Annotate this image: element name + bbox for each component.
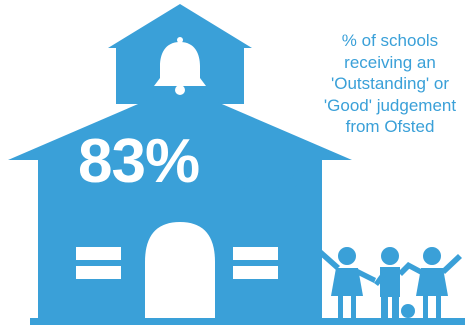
ball-icon bbox=[401, 304, 415, 318]
stat-caption: % of schools receiving an 'Outstanding' … bbox=[300, 30, 465, 138]
door-shape bbox=[145, 222, 215, 325]
caption-line: 'Good' judgement bbox=[323, 95, 457, 115]
children-holding-hands-icon bbox=[318, 247, 462, 318]
caption-line: 'Outstanding' or bbox=[330, 74, 449, 93]
bell-icon bbox=[154, 37, 206, 95]
caption-line: % of schools bbox=[341, 31, 439, 50]
stat-value: 83% bbox=[78, 127, 200, 196]
caption-line: from Ofsted bbox=[345, 117, 435, 136]
tilde-icon bbox=[243, 169, 305, 191]
caption-line: receiving an bbox=[344, 52, 436, 72]
ground-line bbox=[30, 318, 465, 325]
right-window bbox=[233, 247, 278, 279]
left-window bbox=[76, 247, 121, 279]
